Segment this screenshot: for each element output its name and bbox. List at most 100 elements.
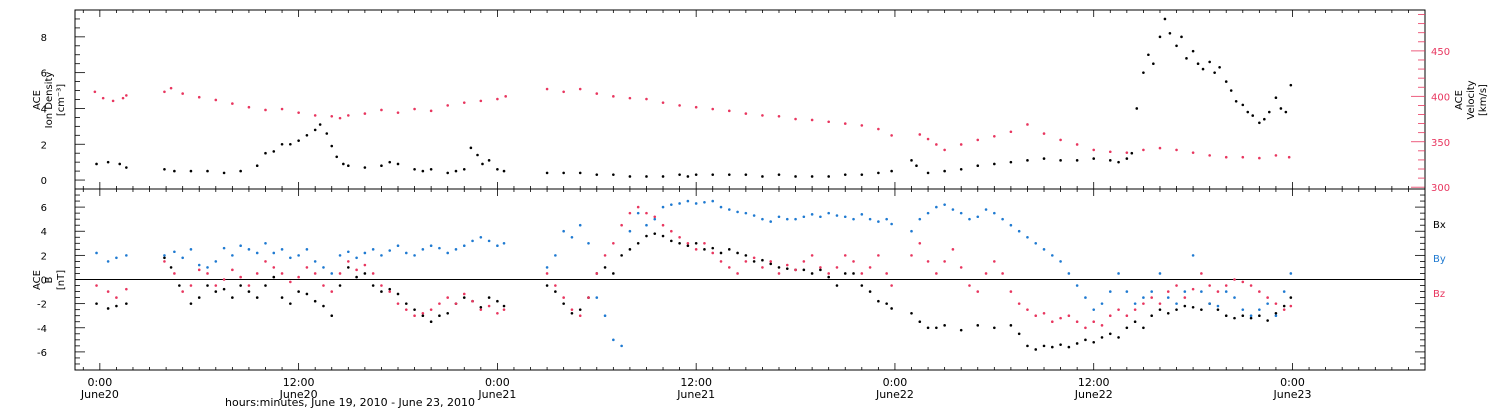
data-point <box>595 92 599 95</box>
data-point <box>645 97 648 101</box>
data-point <box>454 169 458 173</box>
data-point <box>163 256 166 260</box>
data-point <box>1108 314 1112 318</box>
data-point <box>297 111 300 114</box>
data-point <box>289 256 292 260</box>
data-point <box>711 246 715 250</box>
data-point <box>462 296 466 299</box>
data-point <box>1258 314 1261 318</box>
data-point <box>264 108 267 112</box>
right-y-axis-label: ACE <box>1454 90 1465 110</box>
data-point <box>890 222 893 226</box>
data-point <box>835 266 839 269</box>
data-point <box>1166 290 1170 293</box>
data-point <box>1279 107 1283 110</box>
data-point <box>694 202 698 205</box>
data-point <box>125 254 128 257</box>
data-point <box>1175 308 1178 311</box>
data-point <box>868 217 872 221</box>
data-point <box>736 272 739 275</box>
data-point <box>719 251 723 255</box>
data-point <box>612 95 615 98</box>
data-point <box>1289 83 1293 87</box>
data-point <box>1108 159 1112 162</box>
data-point <box>1224 284 1228 287</box>
data-point <box>686 199 690 203</box>
data-point <box>885 272 888 275</box>
data-point <box>951 248 955 251</box>
data-point <box>810 254 814 257</box>
data-point <box>636 205 640 209</box>
data-point <box>222 246 226 250</box>
data-point <box>297 254 300 257</box>
data-point <box>1216 304 1220 308</box>
data-point <box>1191 305 1195 309</box>
data-point <box>578 223 582 227</box>
data-point <box>305 266 309 269</box>
data-point <box>305 248 309 251</box>
data-point <box>935 272 938 275</box>
data-point <box>761 114 764 117</box>
data-point <box>1150 290 1153 293</box>
data-point <box>380 254 383 257</box>
data-point <box>694 173 698 176</box>
data-point <box>1183 296 1187 299</box>
data-point <box>1092 157 1096 160</box>
data-point <box>1183 290 1187 293</box>
data-point <box>802 260 806 263</box>
data-point <box>744 173 748 176</box>
data-point <box>653 232 657 235</box>
left-y-tick-label: -4 <box>37 324 47 335</box>
data-point <box>1067 272 1071 275</box>
data-point <box>926 211 930 215</box>
data-point <box>736 210 739 214</box>
data-point <box>890 134 893 137</box>
data-point <box>794 175 797 178</box>
data-point <box>181 290 184 293</box>
data-point <box>890 307 893 310</box>
data-point <box>1108 150 1112 154</box>
data-point <box>603 314 607 318</box>
data-point <box>1233 316 1236 320</box>
data-point <box>860 213 864 216</box>
data-point <box>1258 156 1261 160</box>
x-tick-date-label: June22 <box>1074 388 1113 401</box>
data-point <box>1282 304 1286 308</box>
data-point <box>388 290 392 293</box>
data-point <box>496 299 499 303</box>
data-point <box>255 296 259 299</box>
data-point <box>1075 320 1079 324</box>
data-point <box>404 302 408 305</box>
data-point <box>1249 316 1253 320</box>
data-point <box>769 260 773 263</box>
data-point <box>264 284 267 287</box>
x-tick-time-label: 12:00 <box>680 376 712 389</box>
data-point <box>802 268 806 272</box>
data-point <box>496 244 499 248</box>
data-point <box>231 102 234 105</box>
data-point <box>380 164 383 168</box>
data-point <box>703 200 706 204</box>
data-point <box>769 220 773 223</box>
data-point <box>264 260 267 263</box>
data-point <box>1017 302 1021 305</box>
data-point <box>877 220 880 223</box>
data-point <box>1084 326 1087 330</box>
data-point <box>1241 103 1245 107</box>
data-point <box>446 171 449 175</box>
data-point <box>222 287 226 291</box>
data-point <box>843 173 847 176</box>
data-point <box>421 311 425 315</box>
data-point <box>446 296 449 299</box>
data-point <box>959 328 963 332</box>
data-point <box>910 254 913 257</box>
data-point <box>1092 320 1096 324</box>
data-point <box>479 308 483 311</box>
data-point <box>852 272 855 275</box>
data-point <box>125 94 128 97</box>
data-point <box>1185 57 1188 60</box>
data-point <box>1152 62 1155 65</box>
data-point <box>338 254 342 257</box>
data-point <box>819 215 822 219</box>
data-point <box>1234 99 1238 103</box>
